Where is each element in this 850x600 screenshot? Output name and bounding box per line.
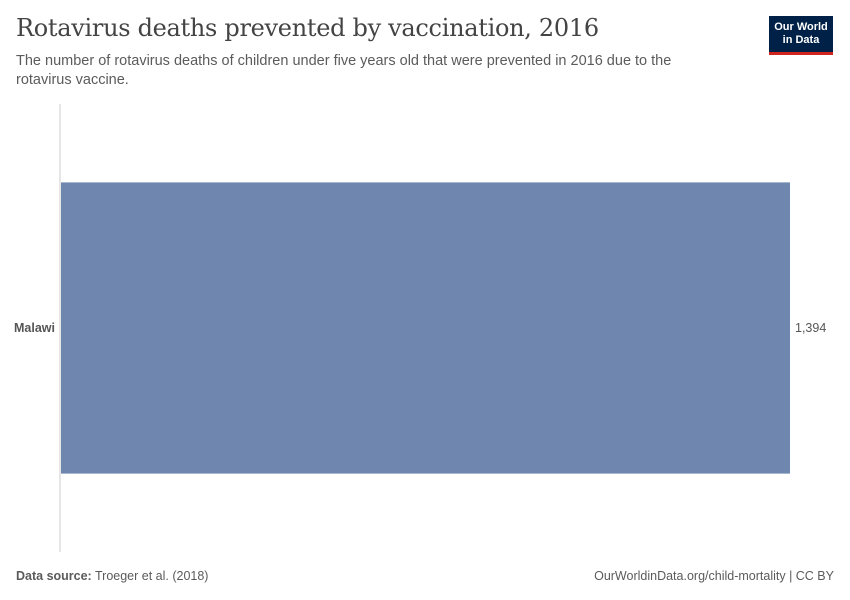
logo-line-2: in Data [782,34,820,46]
source-link[interactable]: OurWorldinData.org/child-mortality | CC … [594,569,834,583]
bar-malawi[interactable] [61,182,790,474]
chart-subtitle: The number of rotavirus deaths of childr… [16,53,672,88]
chart-title: Rotavirus deaths prevented by vaccinatio… [16,14,599,42]
value-label: 1,394 [795,321,826,335]
logo-line-1: Our World [774,21,828,33]
data-source: Data source: Troeger et al. (2018) [16,569,208,583]
data-source-label: Data source: [16,569,92,583]
owid-logo[interactable]: Our World in Data [769,16,833,55]
data-source-value: Troeger et al. (2018) [94,569,209,583]
category-label: Malawi [14,321,55,335]
